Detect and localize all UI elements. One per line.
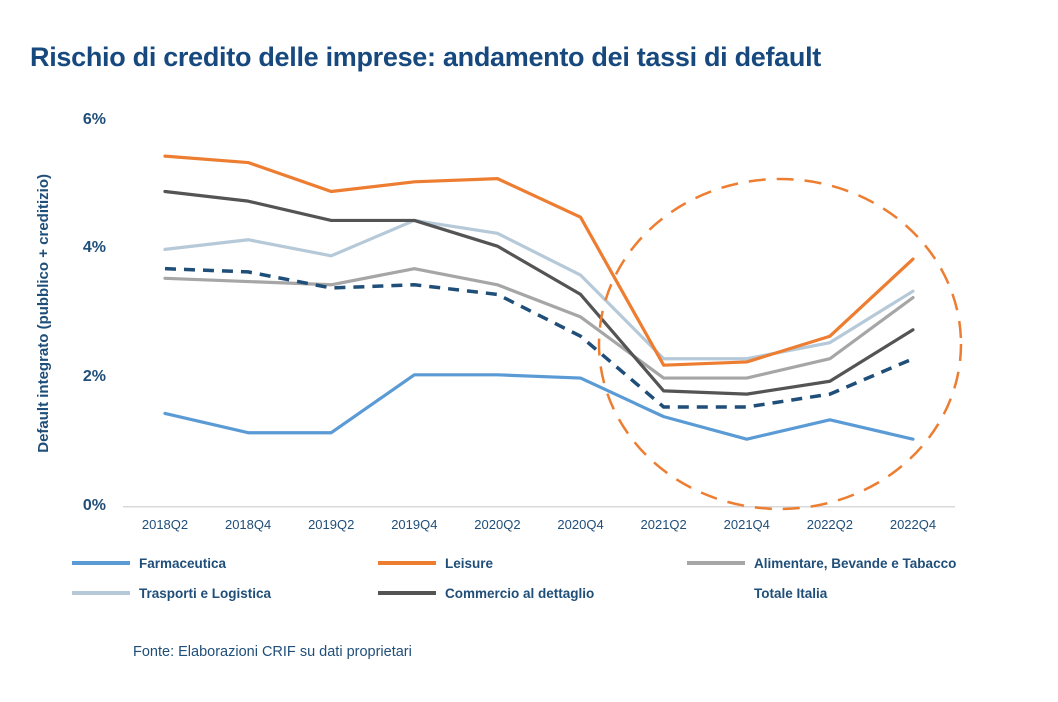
legend-label: Totale Italia	[754, 585, 828, 601]
legend-item-farmaceutica: Farmaceutica	[72, 549, 226, 577]
legend-label: Trasporti e Logistica	[139, 585, 272, 601]
legend-item-leisure: Leisure	[378, 549, 493, 577]
series-line-farmaceutica	[163, 373, 915, 441]
series-line-alimentare-bevande-e-tabacco	[163, 267, 915, 380]
page-title: Rischio di credito delle imprese: andame…	[30, 42, 821, 73]
legend-label: Alimentare, Bevande e Tabacco	[754, 555, 957, 571]
x-tick-label: 2022Q2	[806, 517, 853, 532]
legend-label: Leisure	[445, 555, 494, 571]
legend-item-alimentare-bevande-e-tabacco: Alimentare, Bevande e Tabacco	[687, 549, 956, 577]
x-tick-label: 2021Q2	[640, 517, 687, 532]
legend-item-trasporti-e-logistica: Trasporti e Logistica	[72, 579, 271, 607]
y-tick-label: 6%	[82, 110, 106, 128]
y-tick-label: 4%	[82, 239, 106, 257]
series-line-commercio-al-dettaglio	[163, 189, 915, 396]
legend-item-totale-italia: Totale Italia	[687, 579, 827, 607]
x-tick-label: 2019Q2	[308, 517, 355, 532]
x-tick-label: 2020Q4	[557, 517, 604, 532]
legend-label: Farmaceutica	[139, 555, 227, 571]
x-tick-label: 2022Q4	[889, 517, 937, 532]
x-tick-label: 2018Q4	[224, 517, 272, 532]
x-tick-label: 2018Q2	[141, 517, 189, 532]
legend-swatch	[378, 591, 436, 595]
x-tick-label: 2021Q4	[723, 517, 770, 532]
legend-swatch	[687, 591, 745, 596]
legend-swatch	[72, 591, 130, 595]
y-tick-label: 0%	[82, 496, 106, 514]
legend-swatch	[378, 561, 436, 565]
series-line-trasporti-e-logistica	[163, 218, 915, 361]
x-tick-label: 2019Q4	[391, 517, 438, 532]
source-note: Fonte: Elaborazioni CRIF su dati proprie…	[133, 644, 412, 660]
series-line-leisure	[163, 154, 915, 367]
x-tick-label: 2020Q2	[474, 517, 521, 532]
legend-swatch	[687, 561, 745, 565]
series-line-totale-italia	[164, 266, 914, 409]
legend-swatch	[72, 561, 130, 565]
legend-label: Commercio al dettaglio	[445, 585, 595, 601]
highlight-ellipse	[597, 177, 963, 511]
y-tick-label: 2%	[82, 368, 106, 386]
y-axis-title: Default integrato (pubblico + creditizio…	[34, 174, 52, 453]
legend-item-commercio-al-dettaglio: Commercio al dettaglio	[378, 579, 594, 607]
